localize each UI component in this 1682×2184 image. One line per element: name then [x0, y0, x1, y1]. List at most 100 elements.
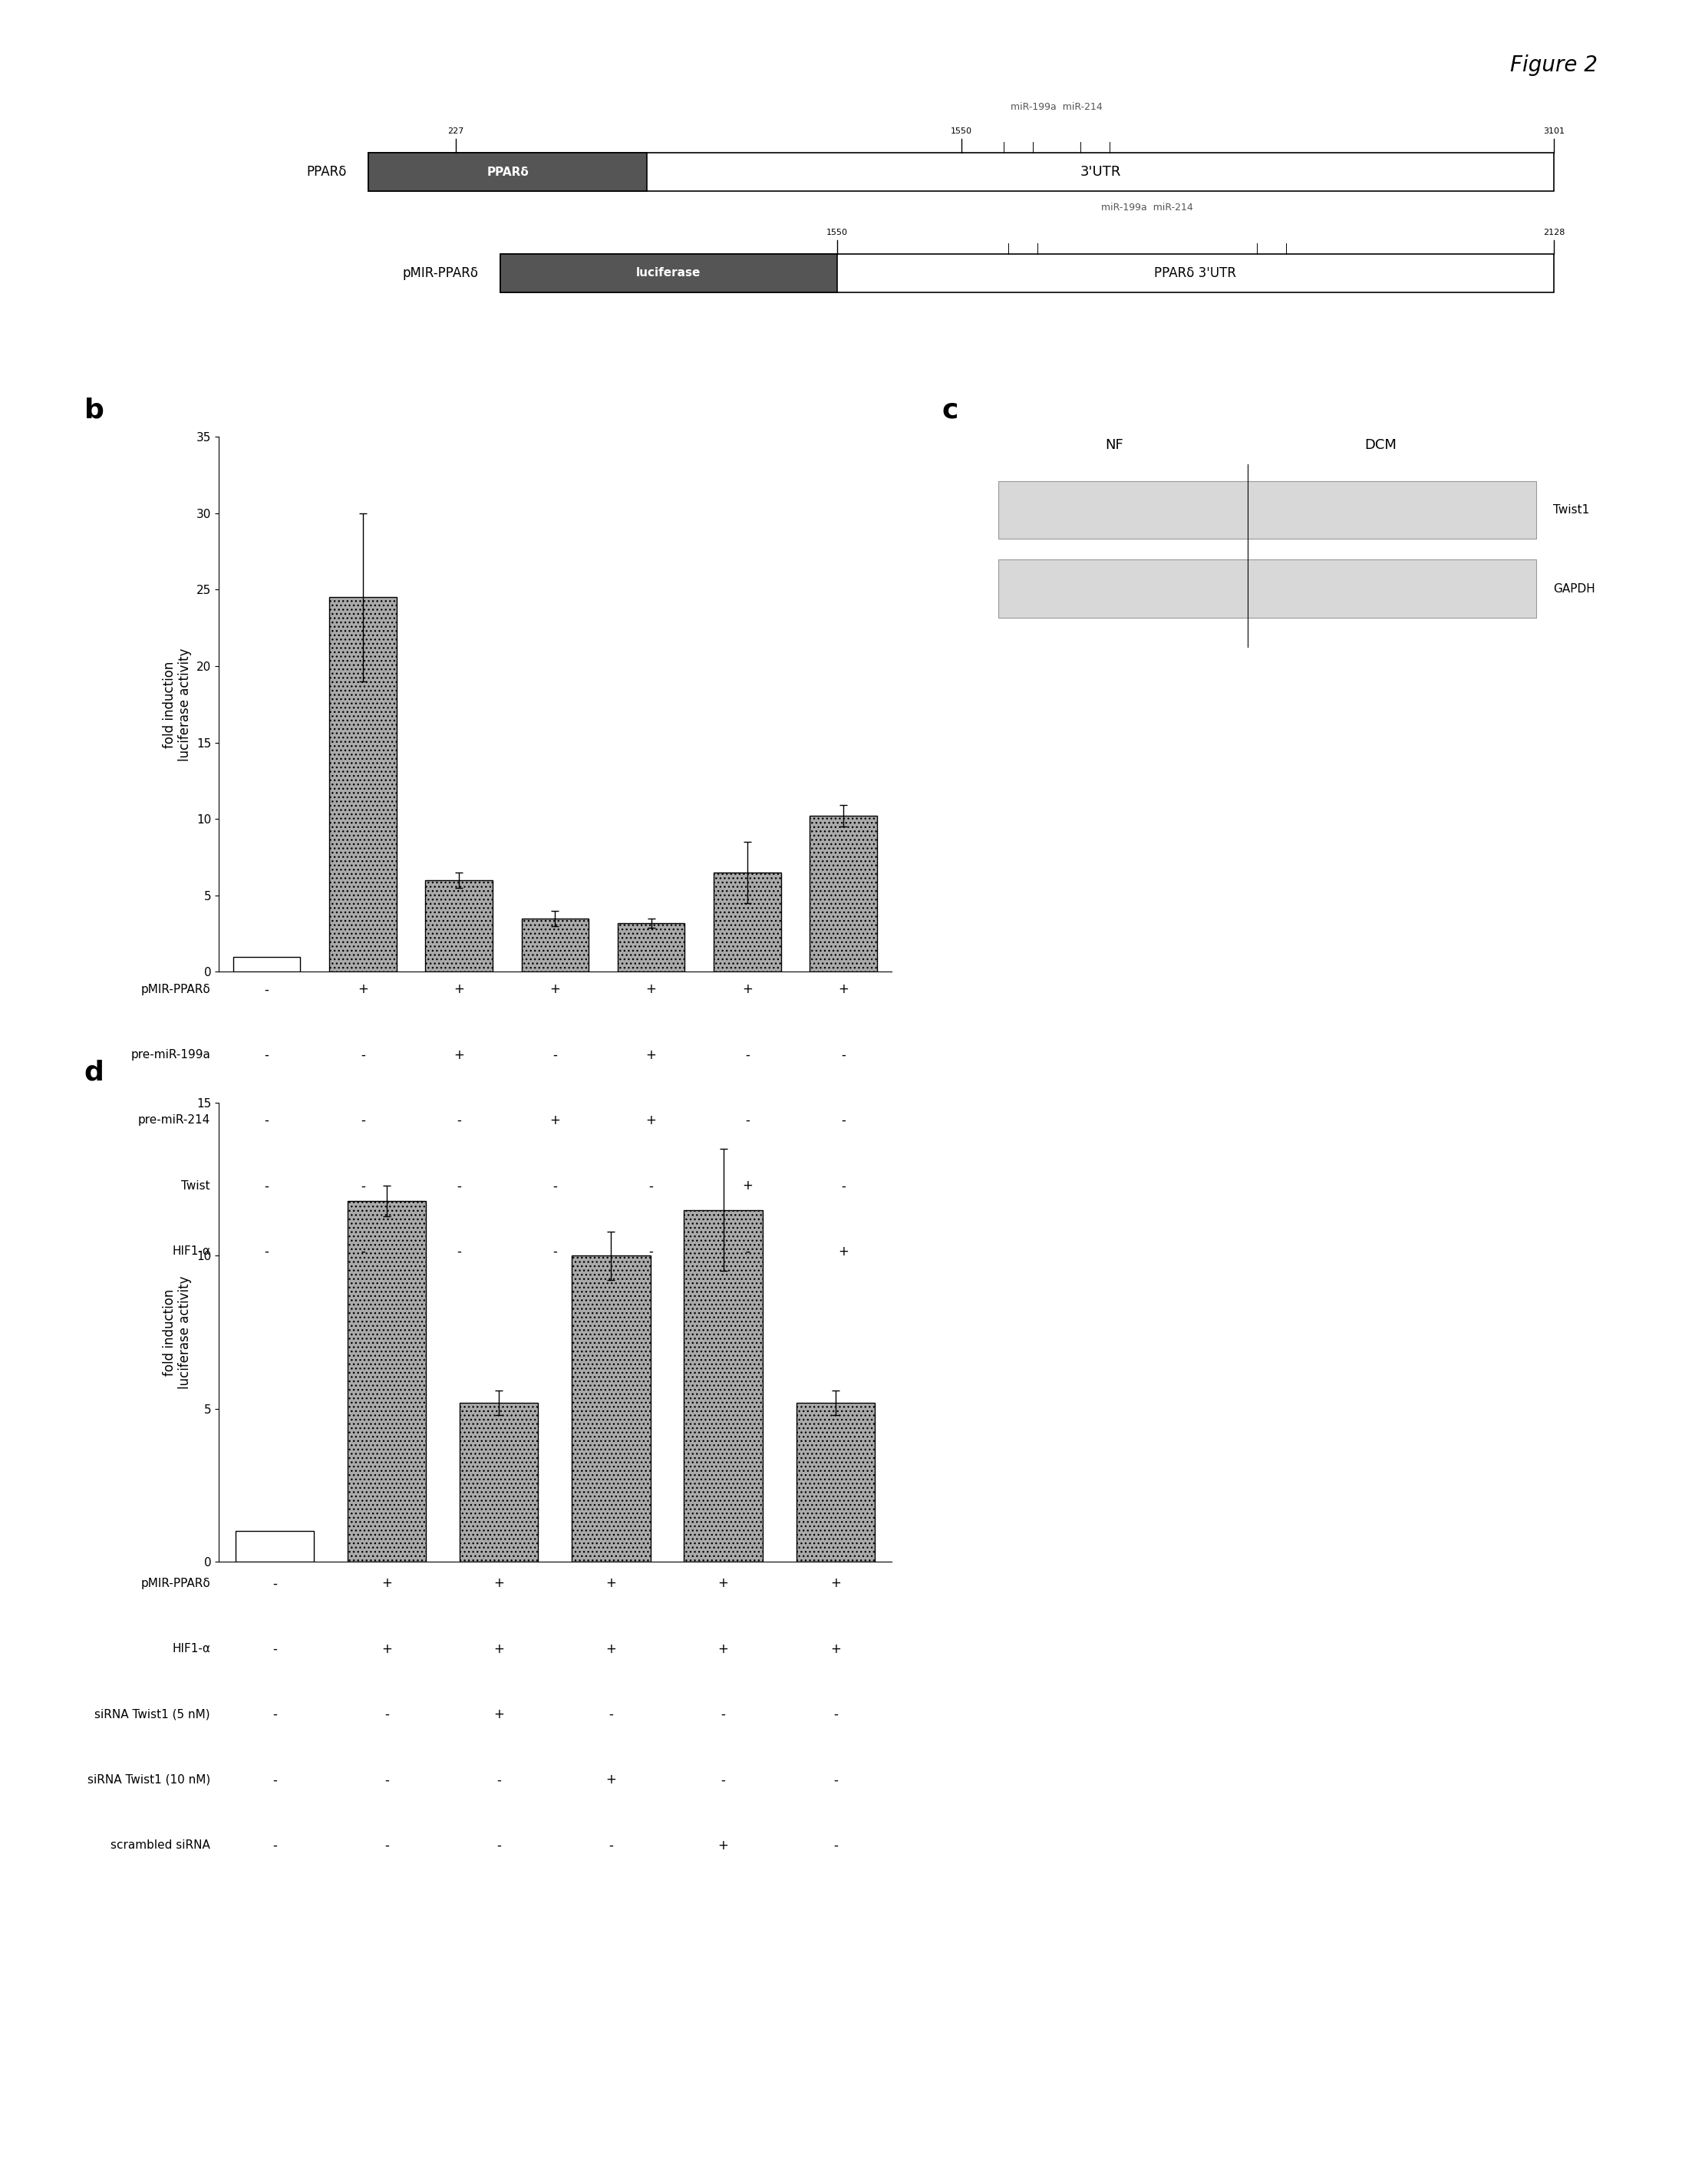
Text: -: -	[722, 1708, 725, 1721]
Bar	[685, 1210, 762, 1562]
Text: 3101: 3101	[1544, 127, 1564, 135]
Text: 3'UTR: 3'UTR	[1080, 166, 1120, 179]
Text: -: -	[272, 1773, 278, 1787]
Text: -: -	[385, 1773, 389, 1787]
Text: -: -	[745, 1245, 750, 1258]
Text: PPARδ: PPARδ	[306, 166, 346, 179]
Text: -: -	[609, 1708, 614, 1721]
Text: -: -	[458, 1245, 461, 1258]
Bar	[617, 924, 685, 972]
Text: -: -	[385, 1708, 389, 1721]
Text: -: -	[264, 983, 269, 996]
Text: +: +	[495, 1708, 505, 1721]
Text: +: +	[718, 1839, 728, 1852]
Text: -: -	[553, 1179, 557, 1192]
Text: 1550: 1550	[826, 229, 848, 236]
Text: -: -	[841, 1179, 846, 1192]
Bar	[501, 253, 1554, 293]
Text: +: +	[495, 1577, 505, 1590]
Text: +: +	[831, 1577, 841, 1590]
Text: -: -	[360, 1048, 365, 1061]
Bar	[997, 480, 1536, 539]
Bar	[796, 1402, 875, 1562]
Text: NF: NF	[1105, 439, 1124, 452]
Text: +: +	[382, 1577, 392, 1590]
Text: -: -	[833, 1708, 838, 1721]
Text: +: +	[606, 1773, 616, 1787]
Y-axis label: fold induction
luciferase activity: fold induction luciferase activity	[163, 1275, 192, 1389]
Text: PPARδ 3'UTR: PPARδ 3'UTR	[1154, 266, 1236, 280]
Text: -: -	[272, 1577, 278, 1590]
Text: Twist: Twist	[182, 1179, 210, 1192]
Text: +: +	[838, 1245, 849, 1258]
Text: -: -	[264, 1179, 269, 1192]
Text: HIF1-α: HIF1-α	[172, 1642, 210, 1655]
Text: -: -	[745, 1048, 750, 1061]
Text: -: -	[385, 1839, 389, 1852]
Bar	[809, 817, 876, 972]
Text: siRNA Twist1 (10 nM): siRNA Twist1 (10 nM)	[87, 1773, 210, 1787]
Text: +: +	[382, 1642, 392, 1655]
Bar	[330, 596, 397, 972]
Text: -: -	[745, 1114, 750, 1127]
Bar	[713, 871, 780, 972]
Text: pMIR-PPARδ: pMIR-PPARδ	[402, 266, 478, 280]
Bar	[234, 957, 301, 972]
Y-axis label: fold induction
luciferase activity: fold induction luciferase activity	[161, 649, 192, 760]
Bar	[501, 253, 838, 293]
Text: -: -	[264, 1048, 269, 1061]
Text: scrambled siRNA: scrambled siRNA	[111, 1839, 210, 1852]
Text: pMIR-PPARδ: pMIR-PPARδ	[141, 983, 210, 996]
Bar	[235, 1531, 315, 1562]
Text: -: -	[360, 1179, 365, 1192]
Text: -: -	[496, 1839, 501, 1852]
Bar	[459, 1402, 538, 1562]
Bar	[997, 559, 1536, 618]
Text: -: -	[264, 1114, 269, 1127]
Text: 227: 227	[447, 127, 464, 135]
Text: c: c	[942, 397, 959, 424]
Text: siRNA Twist1 (5 nM): siRNA Twist1 (5 nM)	[94, 1708, 210, 1721]
Text: -: -	[649, 1245, 653, 1258]
Text: HIF1-α: HIF1-α	[172, 1245, 210, 1258]
Text: -: -	[272, 1708, 278, 1721]
Text: PPARδ: PPARδ	[486, 166, 528, 177]
Text: +: +	[838, 983, 849, 996]
Text: pre-miR-214: pre-miR-214	[138, 1114, 210, 1127]
Text: -: -	[264, 1245, 269, 1258]
Text: -: -	[833, 1773, 838, 1787]
Text: pMIR-PPARδ: pMIR-PPARδ	[141, 1577, 210, 1590]
Text: -: -	[496, 1773, 501, 1787]
Text: +: +	[606, 1642, 616, 1655]
Text: +: +	[646, 1048, 656, 1061]
Text: +: +	[742, 983, 752, 996]
Text: -: -	[722, 1773, 725, 1787]
Text: -: -	[841, 1114, 846, 1127]
Text: -: -	[553, 1245, 557, 1258]
Text: +: +	[550, 983, 560, 996]
Text: miR-199a  miR-214: miR-199a miR-214	[1102, 203, 1193, 214]
Text: -: -	[609, 1839, 614, 1852]
Bar	[368, 153, 646, 192]
Text: +: +	[646, 1114, 656, 1127]
Text: +: +	[550, 1114, 560, 1127]
Text: d: d	[84, 1059, 104, 1085]
Text: +: +	[454, 983, 464, 996]
Text: Twist1: Twist1	[1552, 505, 1589, 515]
Text: -: -	[272, 1642, 278, 1655]
Text: -: -	[841, 1048, 846, 1061]
Bar	[348, 1201, 426, 1562]
Text: DCM: DCM	[1364, 439, 1398, 452]
Text: 2128: 2128	[1542, 229, 1564, 236]
Text: luciferase: luciferase	[636, 266, 701, 280]
Text: b: b	[84, 397, 104, 424]
Text: -: -	[649, 1179, 653, 1192]
Text: +: +	[831, 1642, 841, 1655]
Text: +: +	[606, 1577, 616, 1590]
Text: miR-199a  miR-214: miR-199a miR-214	[1011, 103, 1103, 111]
Text: GAPDH: GAPDH	[1552, 583, 1595, 594]
Text: -: -	[360, 1245, 365, 1258]
Text: -: -	[833, 1839, 838, 1852]
Bar	[521, 917, 589, 972]
Text: +: +	[358, 983, 368, 996]
